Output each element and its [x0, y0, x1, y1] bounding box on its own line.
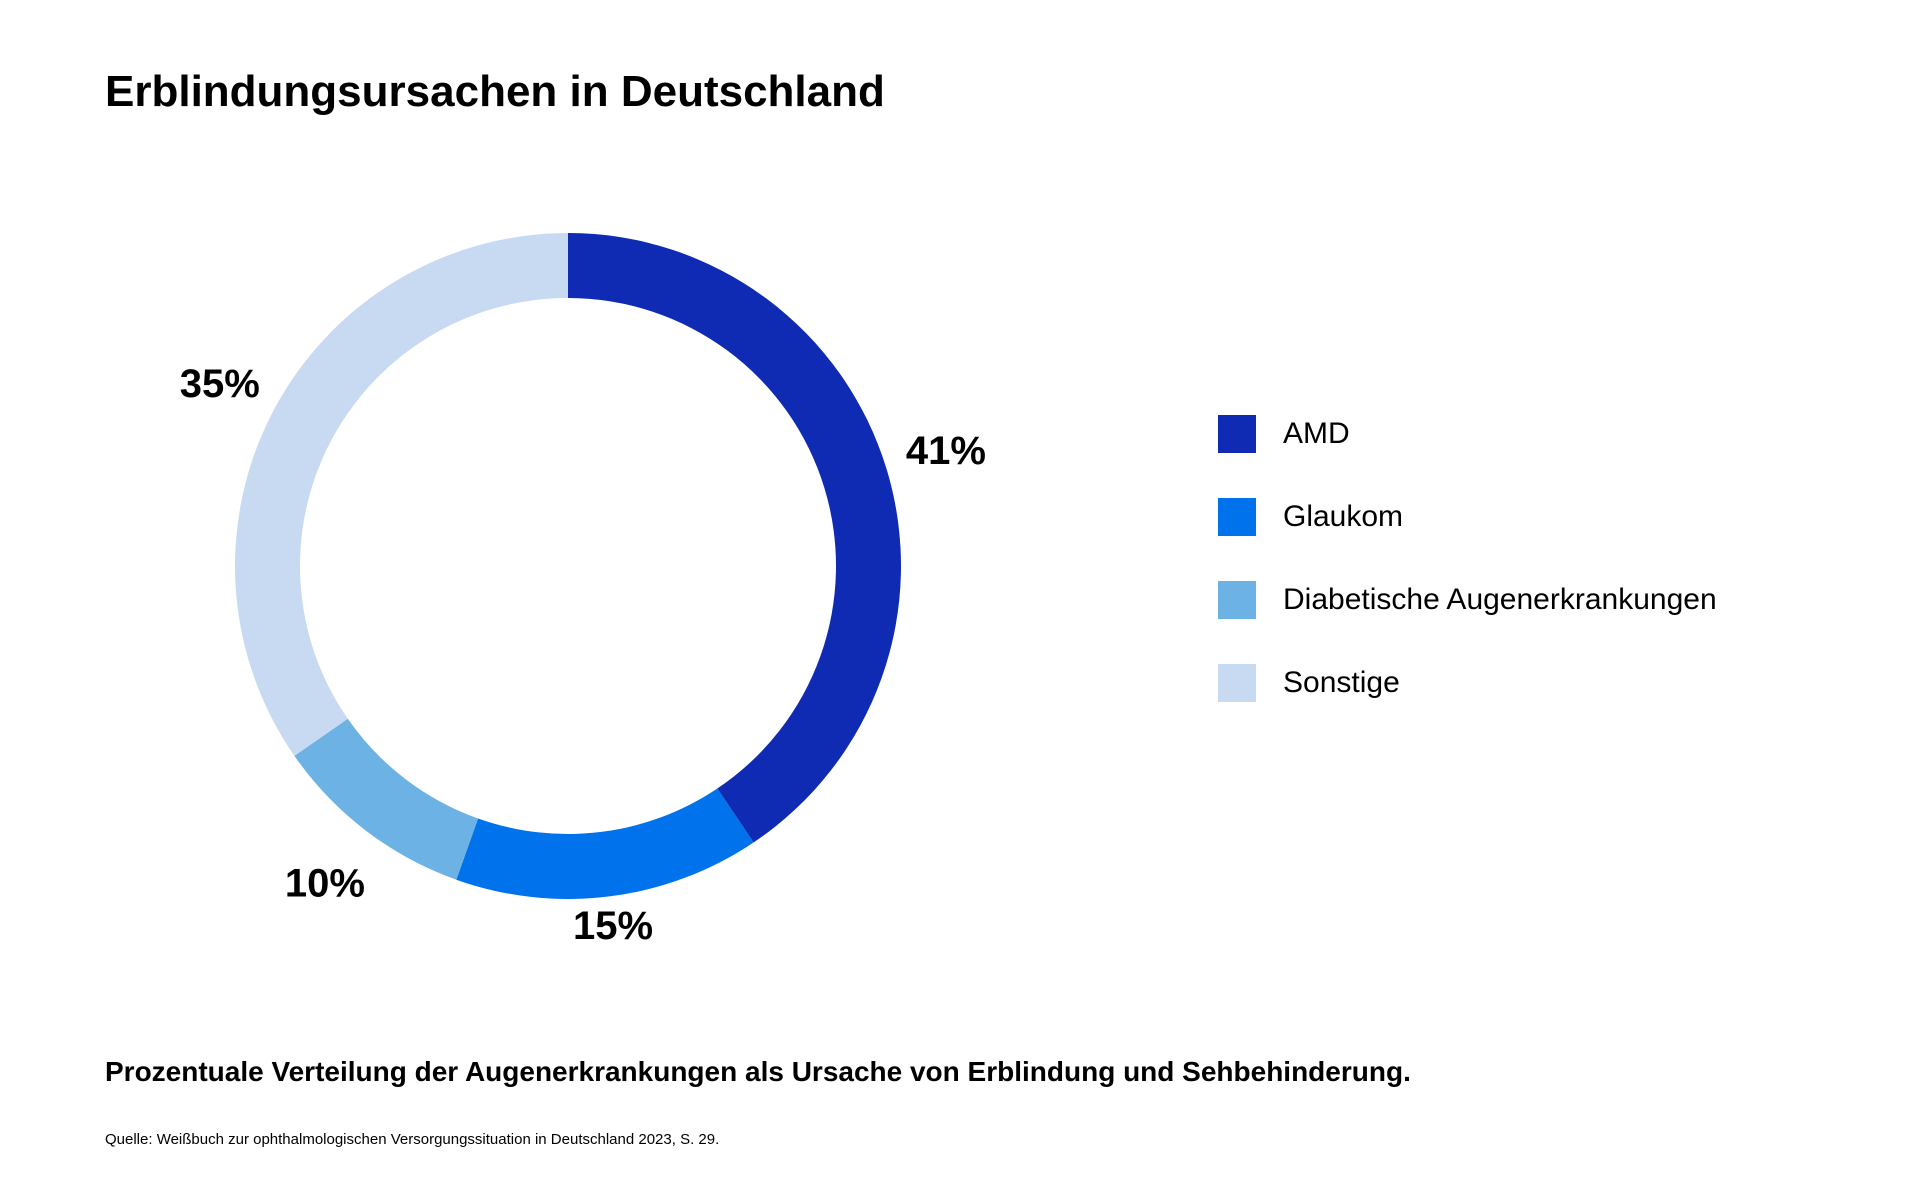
- donut-value-labels: 41% 15% 10% 35%: [180, 362, 986, 948]
- chart-title: Erblindungsursachen in Deutschland: [105, 67, 885, 116]
- slice-amd: [568, 233, 901, 843]
- legend: AMD Glaukom Diabetische Augenerkrankungen S…: [1218, 414, 1717, 746]
- legend-label: Diabetische Augenerkrankungen: [1283, 583, 1717, 616]
- value-label-diabetische-augenerkrankungen: 10%: [285, 862, 365, 906]
- legend-item-glaukom: Glaukom: [1218, 497, 1717, 537]
- legend-label: Glaukom: [1283, 500, 1404, 533]
- legend-swatch: [1218, 498, 1256, 536]
- legend-swatch: [1218, 581, 1256, 619]
- legend-item-sonstige: Sonstige: [1218, 663, 1717, 703]
- legend-label: Sonstige: [1283, 666, 1400, 699]
- value-label-glaukom: 15%: [573, 904, 653, 948]
- legend-label: AMD: [1283, 417, 1350, 450]
- slice-glaukom: [456, 788, 754, 899]
- slice-sonstige: [235, 232, 568, 756]
- donut-slices: [235, 232, 901, 899]
- chart-caption: Prozentuale Verteilung der Augenerkranku…: [105, 1056, 1411, 1087]
- value-label-sonstige: 35%: [180, 362, 260, 406]
- legend-item-diabetische-augenerkrankungen: Diabetische Augenerkrankungen: [1218, 580, 1717, 620]
- legend-swatch: [1218, 664, 1256, 702]
- source-note: Quelle: Weißbuch zur ophthalmologischen …: [105, 1131, 720, 1148]
- value-label-amd: 41%: [906, 429, 986, 473]
- legend-swatch: [1218, 415, 1256, 453]
- slice-diabetische-augenerkrankungen: [294, 718, 479, 880]
- legend-item-amd: AMD: [1218, 414, 1717, 454]
